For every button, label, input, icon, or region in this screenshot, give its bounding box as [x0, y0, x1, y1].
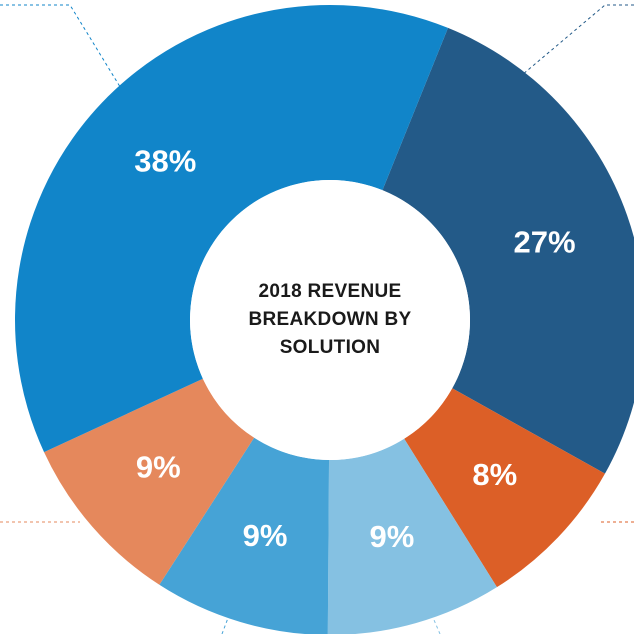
- value-label: 27%: [514, 225, 576, 260]
- value-label: 9%: [243, 518, 288, 553]
- slice: [404, 388, 605, 588]
- slice: [382, 27, 634, 474]
- slice: [327, 438, 497, 634]
- labels: 27% 8% 9% 9% 9% 38%: [134, 143, 575, 554]
- chart-title: 2018 REVENUE BREAKDOWN BY SOLUTION: [248, 281, 412, 358]
- leader-line: [0, 4, 123, 91]
- donut-hole: [190, 180, 470, 460]
- leader-line: [221, 617, 229, 634]
- slice: [15, 5, 449, 453]
- leader-line: [433, 619, 441, 634]
- value-label: 9%: [136, 449, 181, 484]
- slices: [15, 5, 634, 634]
- value-label: 8%: [472, 457, 517, 492]
- leader-lines: [0, 4, 634, 634]
- value-label: 9%: [370, 519, 415, 554]
- slice: [44, 378, 255, 585]
- slice: [159, 437, 330, 634]
- leader-line: [521, 4, 634, 76]
- value-label: 38%: [134, 143, 196, 178]
